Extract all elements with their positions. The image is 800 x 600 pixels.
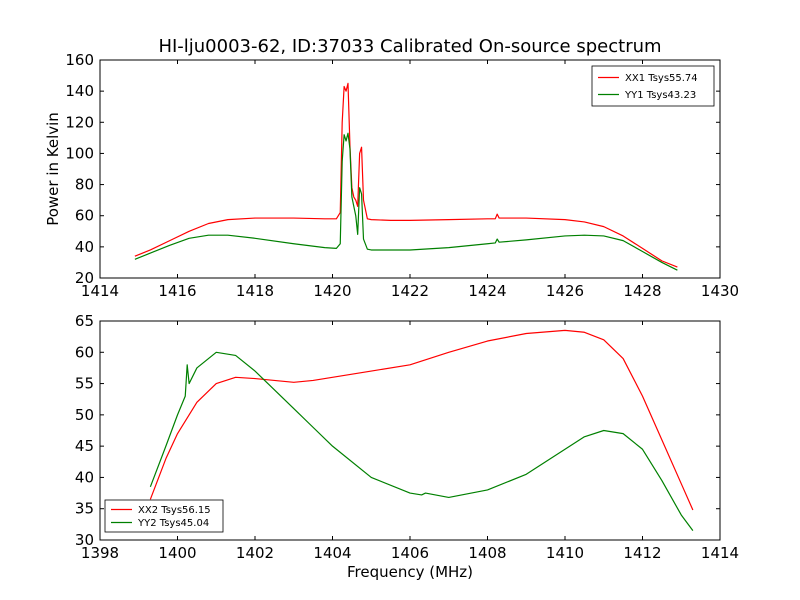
x-tick-label: 1400 — [158, 544, 196, 562]
x-tick-label: 1408 — [468, 544, 506, 562]
y-tick-label: 40 — [75, 238, 94, 256]
x-tick-label: 1412 — [623, 544, 661, 562]
y-tick-label: 80 — [75, 176, 94, 194]
legend-label: XX2 Tsys56.15 — [138, 505, 211, 516]
y-tick-label: 50 — [75, 406, 94, 424]
y-tick-label: 45 — [75, 437, 94, 455]
y-axis-label: Power in Kelvin — [44, 112, 62, 226]
legend-label: YY1 Tsys43.23 — [624, 90, 696, 101]
axes-2: 1398 1400 1402 1404 1406 1408 1410 1412 1414 30 35… — [75, 312, 739, 581]
y-tick-label: 160 — [65, 51, 94, 69]
x-tick-label: 1404 — [313, 544, 351, 562]
x-axis-label: Frequency (MHz) — [347, 563, 473, 581]
axes-1: 1414 1416 1418 1420 1422 1424 1426 1428 1430 20 40… — [44, 51, 739, 300]
y-tick-label: 120 — [65, 113, 94, 131]
x-tick-label: 1430 — [701, 282, 739, 300]
x-tick-label: 1398 — [81, 544, 119, 562]
x-tick-label: 1422 — [391, 282, 429, 300]
series-group — [149, 329, 694, 531]
y-tick-label: 35 — [75, 500, 94, 518]
x-tick-label: 1406 — [391, 544, 429, 562]
legend-box — [591, 65, 715, 107]
y-tick-label: 140 — [65, 82, 94, 100]
series-line-1 — [149, 329, 694, 511]
x-tick-label: 1402 — [236, 544, 274, 562]
legend: XX1 Tsys55.74 YY1 Tsys43.23 — [591, 65, 715, 107]
legend-label: XX1 Tsys55.74 — [625, 73, 698, 84]
x-tick-label: 1418 — [236, 282, 274, 300]
x-tick-label: 1424 — [468, 282, 506, 300]
legend-box — [104, 499, 224, 533]
x-tick-label: 1414 — [81, 282, 119, 300]
y-tick-label: 60 — [75, 207, 94, 225]
series-group — [134, 82, 678, 271]
chart-title: HI-lju0003-62, ID:37033 Calibrated On-so… — [158, 36, 661, 57]
axes-container: 1414 1416 1418 1420 1422 1424 1426 1428 1430 20 40… — [44, 51, 739, 581]
y-tick-label: 40 — [75, 468, 94, 486]
series-line-2 — [134, 132, 678, 271]
y-tick-label: 65 — [75, 312, 94, 330]
x-tick-label: 1410 — [546, 544, 584, 562]
x-tick-label: 1416 — [158, 282, 196, 300]
x-tick-label: 1426 — [546, 282, 584, 300]
y-tick-label: 55 — [75, 375, 94, 393]
y-tick-label: 20 — [75, 269, 94, 287]
series-line-1 — [134, 82, 678, 268]
x-tick-label: 1428 — [623, 282, 661, 300]
x-tick-label: 1414 — [701, 544, 739, 562]
legend: XX2 Tsys56.15 YY2 Tsys45.04 — [104, 499, 224, 533]
series-line-2 — [149, 351, 694, 531]
y-tick-label: 60 — [75, 343, 94, 361]
y-tick-label: 100 — [65, 144, 94, 162]
x-tick-label: 1420 — [313, 282, 351, 300]
legend-label: YY2 Tsys45.04 — [137, 518, 209, 529]
y-tick-label: 30 — [75, 531, 94, 549]
